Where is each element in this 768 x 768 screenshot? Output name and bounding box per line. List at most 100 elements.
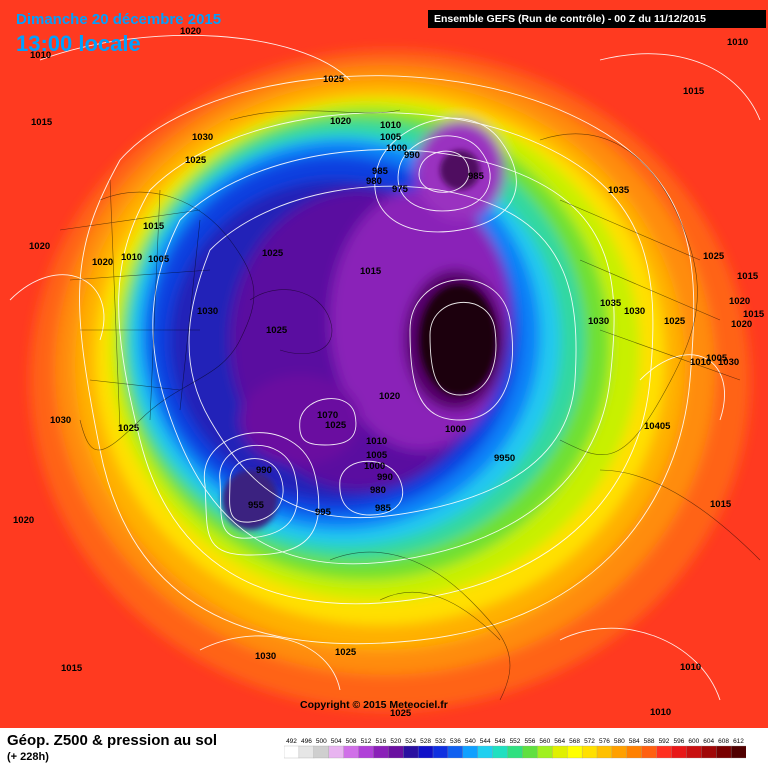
legend-swatch xyxy=(716,745,732,759)
legend-tick-label: 544 xyxy=(480,738,491,745)
isobar-label: 1005 xyxy=(380,132,402,143)
legend-swatch xyxy=(477,745,494,759)
legend-swatch xyxy=(656,745,672,759)
isobar-label: 1015 xyxy=(143,221,165,232)
isobar-label: 1010 xyxy=(680,662,701,673)
legend-swatch xyxy=(626,745,643,759)
legend-tick-label: 572 xyxy=(584,738,595,745)
legend-tick-label: 576 xyxy=(599,738,610,745)
isobar-label: 1010 xyxy=(121,252,142,263)
legend-swatch xyxy=(671,745,687,759)
isobar-label: 1015 xyxy=(360,266,382,277)
isobar-label: 1020 xyxy=(92,257,113,268)
isobar-label: 1015 xyxy=(61,663,83,674)
isobar-label: 1015 xyxy=(31,117,53,128)
isobar-label: 1025 xyxy=(335,647,357,658)
legend-swatch xyxy=(403,745,419,759)
legend-swatch xyxy=(447,745,464,759)
isobar-label: 1010 xyxy=(650,707,671,718)
legend-tick-label: 524 xyxy=(405,738,416,745)
isobar-label: 1025 xyxy=(664,316,686,327)
isobar-label: 1010 xyxy=(690,357,711,368)
legend-swatch xyxy=(596,745,613,759)
model-info-bar: Ensemble GEFS (Run de contrôle) - 00 Z d… xyxy=(428,10,766,28)
legend-tick-label: 596 xyxy=(673,738,684,745)
isobar-label: 990 xyxy=(377,472,393,483)
legend-tick-label: 568 xyxy=(569,738,580,745)
legend-tick-label: 508 xyxy=(346,738,357,745)
isobar-label: 1020 xyxy=(731,319,752,330)
forecast-time: 13:00 locale xyxy=(16,31,141,56)
legend-swatch xyxy=(567,745,583,759)
legend-swatch xyxy=(641,745,658,759)
isobar-label: 1015 xyxy=(737,271,759,282)
isobar-label: 990 xyxy=(404,150,420,161)
legend-swatch xyxy=(611,745,628,759)
legend-tick-label: 556 xyxy=(524,738,535,745)
legend-tick-label: 604 xyxy=(703,738,714,745)
isobar-label: 1020 xyxy=(180,26,201,37)
isobar-label: 980 xyxy=(366,176,382,187)
pressure-map: 1010 1020 1010 1025 1015 1030 1025 1020 … xyxy=(0,0,768,728)
legend-tick-label: 608 xyxy=(718,738,729,745)
isobar-label: 1010 xyxy=(727,37,748,48)
isobar-label: 1025 xyxy=(390,708,412,719)
legend-swatch xyxy=(388,745,404,759)
legend-swatch xyxy=(686,745,702,759)
legend-swatch xyxy=(522,745,538,759)
legend-tick-label: 500 xyxy=(316,738,327,745)
isobar-label: 1015 xyxy=(743,309,765,320)
legend-swatch xyxy=(492,745,508,759)
isobar-label: 990 xyxy=(256,465,272,476)
legend-swatch xyxy=(373,745,389,759)
map-title: Géop. Z500 & pression au sol xyxy=(7,732,218,749)
isobar-label: 1000 xyxy=(445,424,466,435)
isobar-label: 1005 xyxy=(148,254,170,265)
legend-tick-label: 532 xyxy=(435,738,446,745)
isobar-label: 1010 xyxy=(30,50,51,61)
legend-swatch xyxy=(507,745,523,759)
copyright-text: Copyright © 2015 Meteociel.fr xyxy=(300,699,448,711)
legend-tick-label: 496 xyxy=(301,738,312,745)
legend-tick-label: 588 xyxy=(644,738,655,745)
legend-tick-label: 584 xyxy=(629,738,640,745)
isobar-label: 1025 xyxy=(323,74,345,85)
isobar-label: 1030 xyxy=(50,415,71,426)
isobar-label: 1020 xyxy=(330,116,351,127)
legend-swatch xyxy=(343,745,359,759)
legend-tick-label: 552 xyxy=(510,738,521,745)
isobar-label: 1010 xyxy=(380,120,401,131)
isobar-label: 955 xyxy=(248,500,265,511)
legend-swatch xyxy=(462,745,479,759)
isobar-label: 1000 xyxy=(364,461,385,472)
legend-tick-label: 540 xyxy=(465,738,476,745)
legend-tick-label: 564 xyxy=(554,738,565,745)
isobar-label: 1020 xyxy=(379,391,400,402)
isobar-label: 1005 xyxy=(706,353,728,364)
legend-swatch xyxy=(701,745,717,759)
legend-swatch xyxy=(313,745,330,759)
isobar-label: 1015 xyxy=(710,499,732,510)
legend-swatch xyxy=(552,745,568,759)
isobar-label: 985 xyxy=(468,171,485,182)
legend-swatch xyxy=(537,745,553,759)
isobar-label: 1010 xyxy=(366,436,387,447)
legend-swatch xyxy=(432,745,449,759)
color-legend: 492 496 500 504 508 512 516 520 524 528 532 536 540 5… xyxy=(284,738,746,759)
legend-tick-label: 528 xyxy=(420,738,431,745)
isobar-label: 1025 xyxy=(262,248,284,259)
legend-tick-label: 592 xyxy=(659,738,670,745)
legend-swatch xyxy=(417,745,434,759)
legend-swatch xyxy=(730,745,746,759)
isobar-label: 1015 xyxy=(683,86,705,97)
isobar-label: 1020 xyxy=(13,515,34,526)
legend-tick-label: 504 xyxy=(331,738,342,745)
legend-tick-label: 548 xyxy=(495,738,506,745)
isobar-label: 1020 xyxy=(29,241,50,252)
isobar-label: 1030 xyxy=(718,357,739,368)
isobar-label: 1070 xyxy=(317,410,338,421)
legend-tick-label: 536 xyxy=(450,738,461,745)
isobar-label: 1025 xyxy=(118,423,140,434)
isobar-label: 1035 xyxy=(600,298,622,309)
isobar-label: 1030 xyxy=(255,651,276,662)
